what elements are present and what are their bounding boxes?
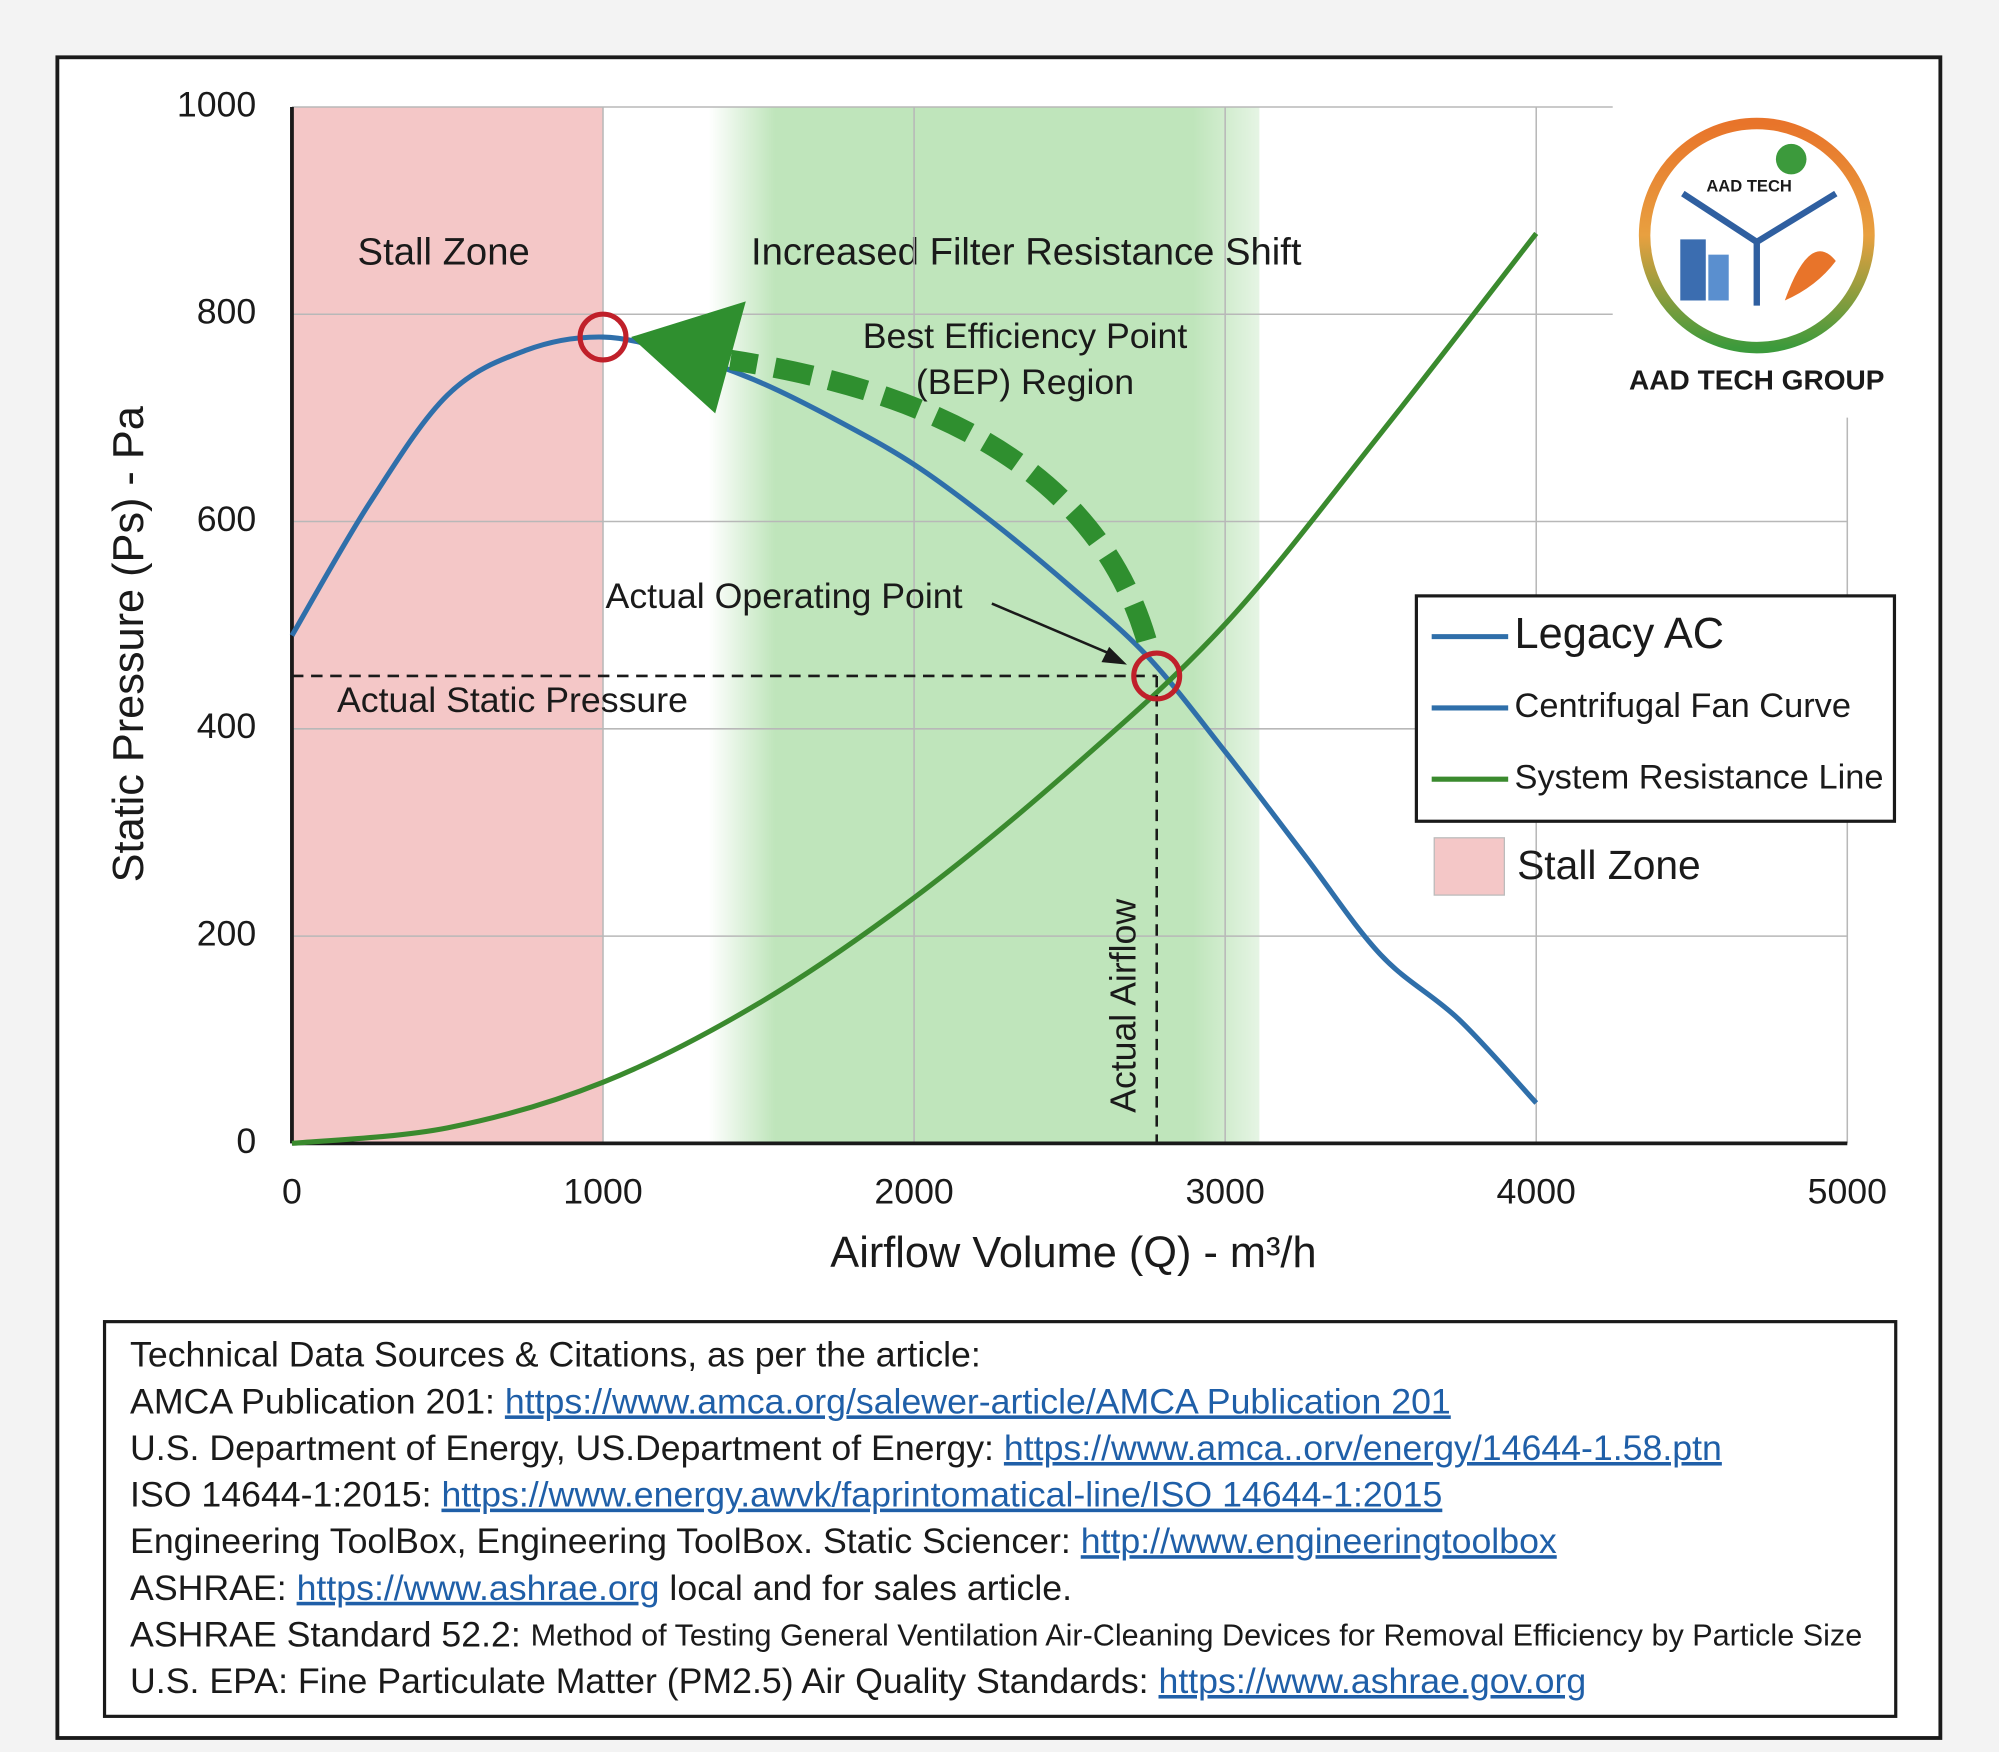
citation-link[interactable]: http://www.engineeringtoolbox	[1081, 1522, 1557, 1562]
legend: Legacy AC Centrifugal Fan Curve System Res…	[1414, 594, 1897, 896]
plot: Stall Zone Increased Filter Resistance Sh…	[105, 84, 1897, 1277]
citation-line: ISO 14644-1:2015: https://www.energy.awv…	[130, 1475, 1442, 1515]
citations: Technical Data Sources & Citations, as p…	[102, 1320, 1898, 1718]
citation-text: Method of Testing General Ventilation Ai…	[531, 1618, 1863, 1652]
legend-label: System Resistance Line	[1515, 758, 1884, 796]
annotation-arrow	[991, 602, 1113, 656]
logo-badge: AAD TECH	[1706, 177, 1792, 196]
citation-link[interactable]: https://www.energy.awvk/faprintomatical-…	[441, 1475, 1442, 1515]
logo-building	[1680, 239, 1706, 301]
citation-link[interactable]: https://www.ashrae.org	[297, 1568, 660, 1608]
series-line	[289, 334, 1539, 1105]
logo-ring	[1638, 117, 1875, 354]
y-tick-label: 200	[197, 914, 257, 954]
logo-leaf	[1784, 251, 1836, 301]
citation-text: ISO 14644-1:2015:	[130, 1475, 441, 1515]
annotation: Best Efficiency Point	[863, 316, 1188, 356]
annotation: Actual Airflow	[1104, 899, 1144, 1113]
y-tick-label: 800	[197, 292, 257, 332]
legend-label: Centrifugal Fan Curve	[1515, 687, 1851, 725]
legend-label: Stall Zone	[1517, 842, 1701, 888]
citation-line: AMCA Publication 201: https://www.amca.o…	[130, 1382, 1451, 1422]
y-axis-title: Static Pressure (Ps) - Pa	[105, 405, 153, 882]
shift-arrow	[728, 349, 1157, 644]
zone-label: Increased Filter Resistance Shift	[751, 231, 1302, 274]
citation-text: ASHRAE Standard 52.2:	[130, 1615, 531, 1655]
y-tick-label: 1000	[177, 84, 256, 124]
citation-text: AMCA Publication 201:	[130, 1382, 505, 1422]
citation-line: U.S. Department of Energy, US.Department…	[130, 1428, 1722, 1468]
legend-swatch	[1433, 837, 1505, 896]
x-axis-title: Airflow Volume (Q) - m³/h	[830, 1229, 1316, 1277]
citation-text: U.S. EPA:	[130, 1661, 298, 1701]
citation-link[interactable]: https://www.ashrae.gov.org	[1159, 1661, 1587, 1701]
x-tick-label: 0	[282, 1172, 302, 1212]
citation-text: U.S. Department of Energy, US.Department…	[130, 1428, 1004, 1468]
annotation: (BEP) Region	[916, 362, 1134, 402]
logo-name: AAD TECH GROUP	[1629, 364, 1884, 395]
logo-tree	[1775, 143, 1807, 175]
x-tick-label: 1000	[563, 1172, 642, 1212]
citation-line: Engineering ToolBox, Engineering ToolBox…	[130, 1522, 1557, 1562]
y-tick-label: 400	[197, 706, 257, 746]
stall-point	[577, 311, 629, 363]
citation-link[interactable]: https://www.amca.org/salewer-article/AMC…	[505, 1382, 1451, 1422]
y-tick-label: 0	[236, 1121, 256, 1161]
annotation: Actual Operating Point	[606, 576, 963, 616]
citations-box	[102, 1320, 1898, 1718]
zone-label: Stall Zone	[358, 231, 530, 274]
citation-line: ASHRAE: https://www.ashrae.org local and…	[130, 1568, 1072, 1608]
citations-title: Technical Data Sources & Citations, as p…	[130, 1335, 981, 1375]
annotation-arrowhead	[1101, 646, 1127, 665]
citation-line: ASHRAE Standard 52.2: Method of Testing …	[130, 1615, 1862, 1655]
zone	[708, 106, 1260, 1144]
citation-text: Engineering ToolBox, Engineering ToolBox…	[130, 1522, 1081, 1562]
x-tick-label: 3000	[1185, 1172, 1264, 1212]
x-tick-label: 4000	[1497, 1172, 1576, 1212]
x-tick-label: 2000	[874, 1172, 953, 1212]
operating-point	[1131, 650, 1183, 702]
citation-text: ASHRAE:	[130, 1568, 297, 1608]
series-line	[291, 231, 1539, 1146]
zone	[291, 106, 604, 1144]
x-tick-label: 5000	[1808, 1172, 1887, 1212]
y-tick-label: 600	[197, 499, 257, 539]
logo-building	[1708, 254, 1729, 301]
shift-arrowhead	[631, 301, 746, 414]
citation-text: Fine Particulate Matter (PM2.5) Air Qual…	[298, 1661, 1159, 1701]
logo: AAD TECH AAD TECH GROUP	[1612, 89, 1919, 418]
legend-label: Legacy AC	[1515, 610, 1725, 658]
citation-text: local and for sales article.	[660, 1568, 1072, 1608]
citation-line: U.S. EPA: Fine Particulate Matter (PM2.5…	[130, 1661, 1586, 1701]
logo-turbine	[1681, 190, 1838, 306]
citation-link[interactable]: https://www.amca..orv/energy/14644-1.58.…	[1004, 1428, 1722, 1468]
annotation: Actual Static Pressure	[337, 680, 688, 720]
